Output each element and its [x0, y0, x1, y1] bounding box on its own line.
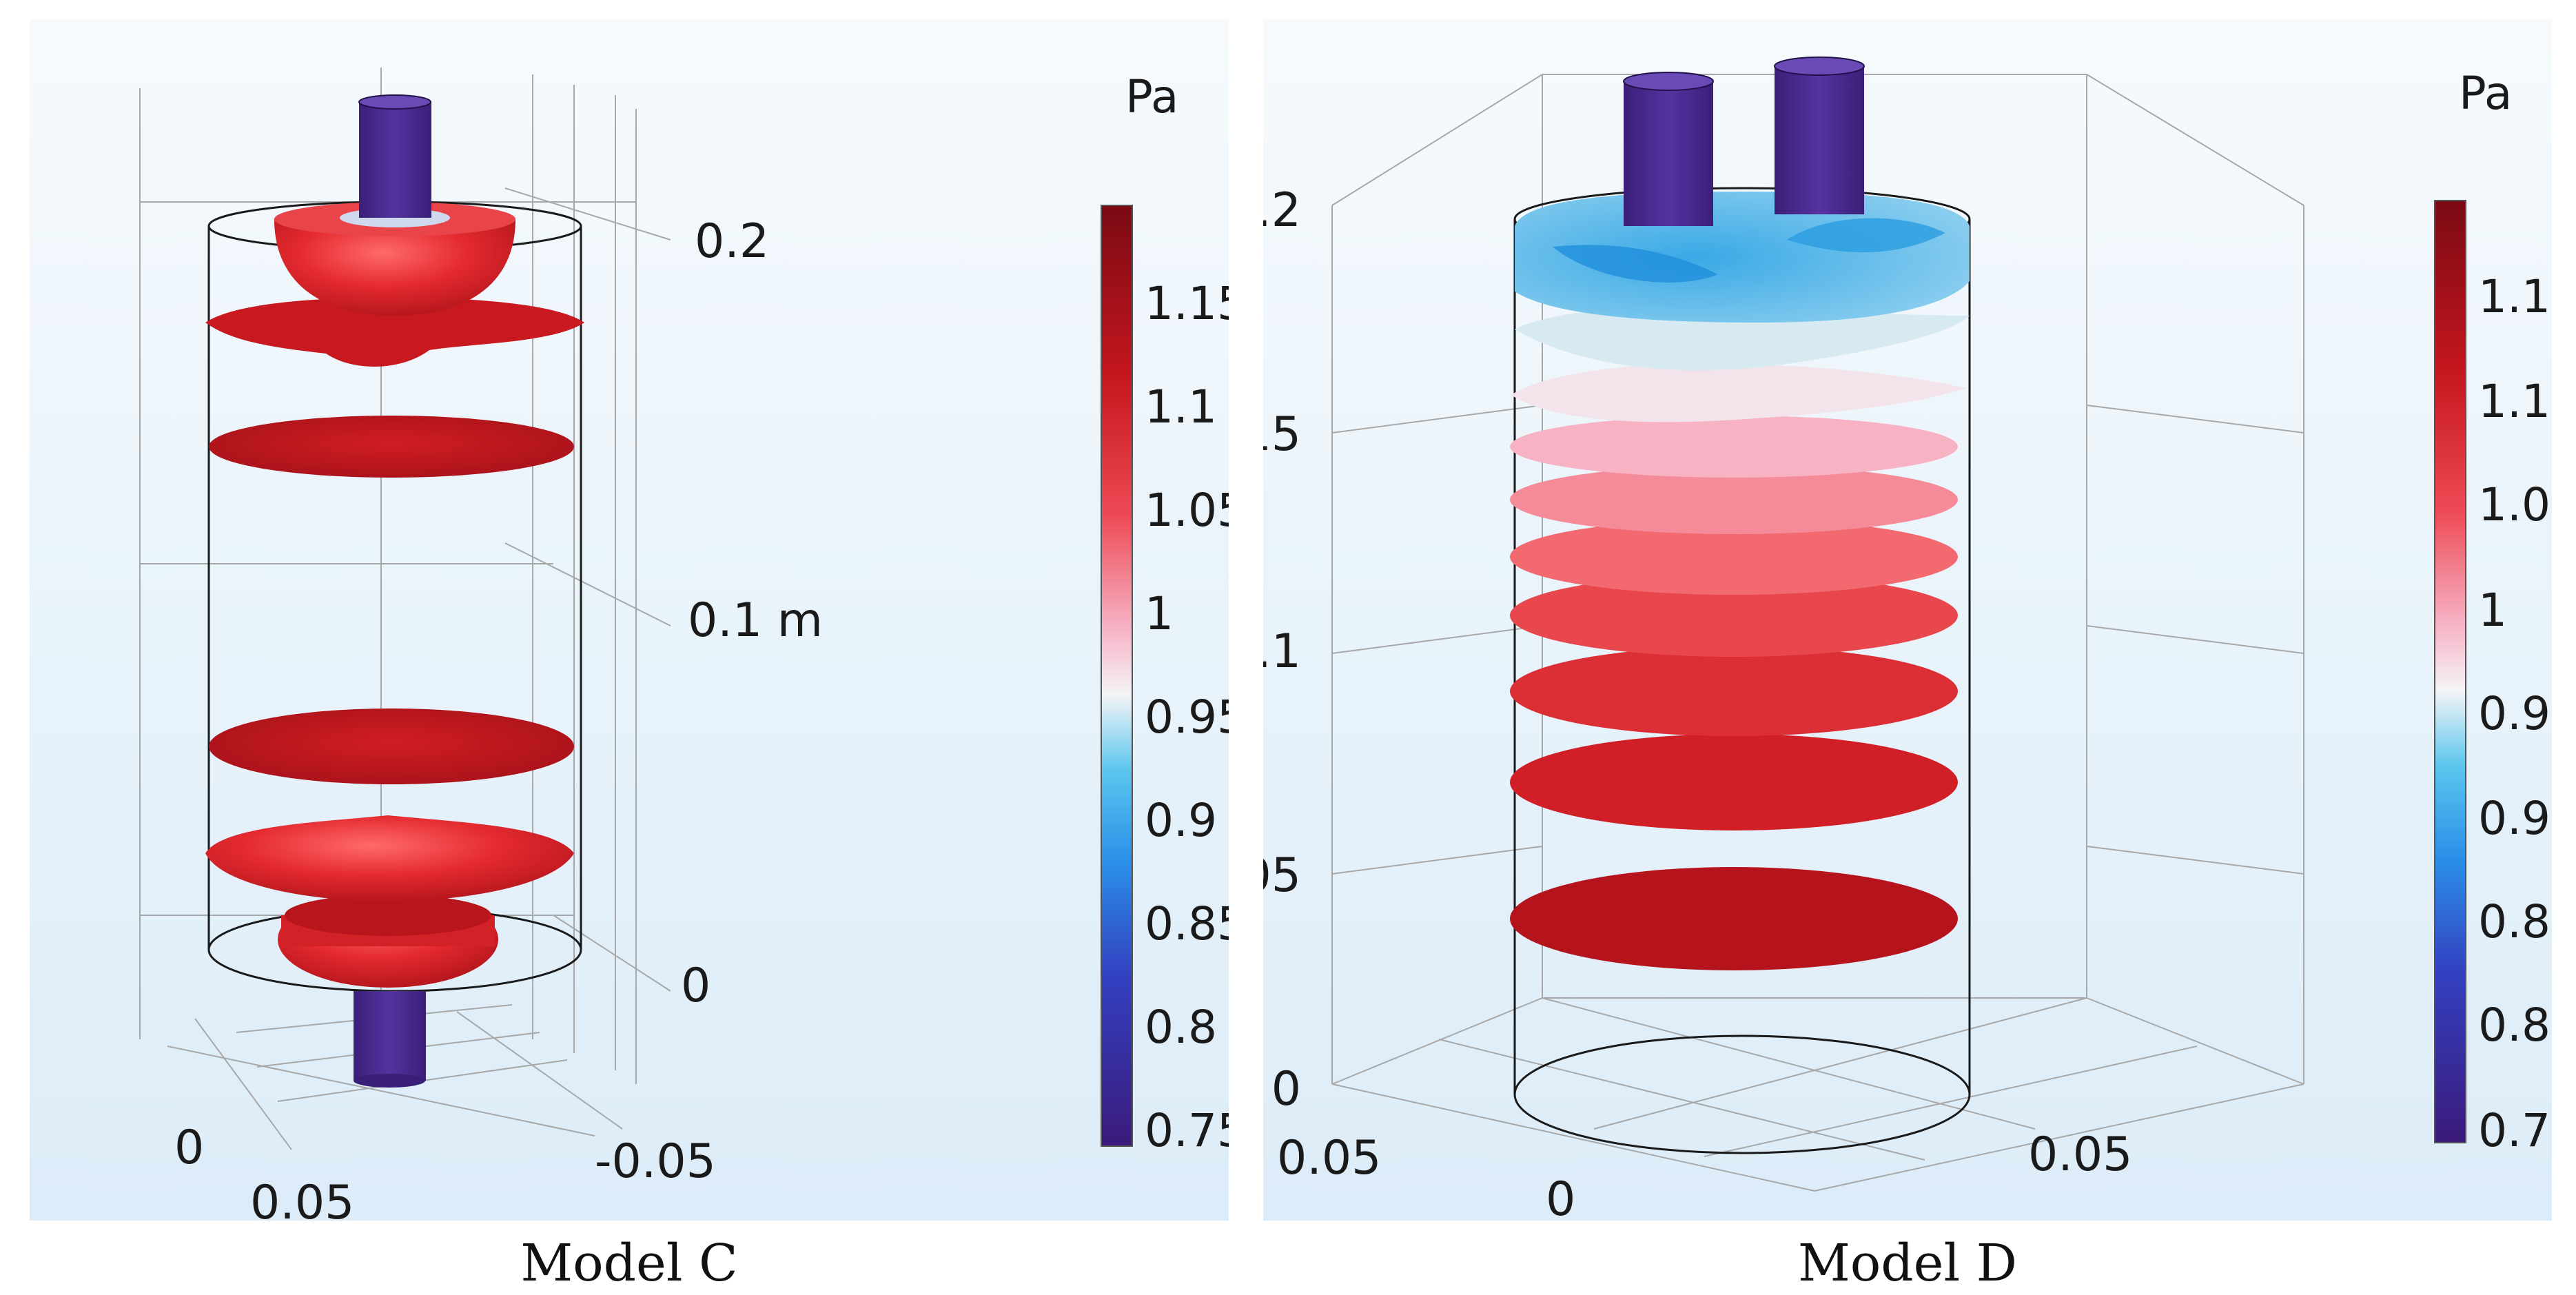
colorbar-unit: Pa: [1125, 70, 1178, 123]
y-tick-label: -0.05: [595, 1134, 716, 1189]
isosurface-disk: [1510, 465, 1958, 534]
z-tick-label: 0.15: [1263, 407, 1301, 462]
colorbar-tick-label: 1.15: [1145, 277, 1229, 330]
x-tick-label: 0: [174, 1121, 204, 1175]
colorbar-tick-label: 1: [1145, 587, 1174, 640]
isosurface-disk: [1510, 734, 1958, 830]
colorbar-tick-label: 1.1: [2478, 270, 2551, 323]
isosurface-disk-2: [209, 416, 574, 478]
colorbar-tick-label: 0.95: [1145, 691, 1229, 744]
panel-model-c: 0.2 0.1 m 0 0 0.05 -0.05 Pa 1.15 1.1 1.0…: [30, 19, 1229, 1221]
z-tick-label: 0.2: [1263, 183, 1301, 238]
z-tick-label: 0: [681, 959, 711, 1013]
isosurface-disk: [1510, 574, 1958, 657]
colorbar-tick-label: 1.05: [1145, 484, 1229, 537]
pressure-isosurfaces: [205, 202, 584, 988]
colorbar-tick-label: 0.7: [2478, 1104, 2551, 1157]
colorbar-tick-label: 0.75: [1145, 1104, 1229, 1157]
plot-model-d: 0.2 0.15 0.1 0.05 0 0.05 0 0.05 Pa 1.1 1…: [1263, 19, 2552, 1221]
isosurface-disk: [1510, 867, 1958, 970]
axis-grid: [1331, 74, 2304, 1192]
plot-model-c: 0.2 0.1 m 0 0 0.05 -0.05 Pa 1.15 1.1 1.0…: [30, 19, 1229, 1221]
colorbar-tick-label: 0.85: [1145, 897, 1229, 950]
colorbar-tick-label: 1: [2478, 584, 2507, 637]
z-tick-label: 0.1 m: [688, 593, 823, 648]
colorbar-ticks: 1.15 1.1 1.05 1 0.95 0.9 0.85 0.8 0.75: [1145, 277, 1229, 1157]
caption-model-d: Model D: [1797, 1234, 2017, 1293]
colorbar-unit: Pa: [2459, 67, 2512, 120]
colorbar-tick-label: 1.0: [2478, 478, 2551, 531]
isosurface-disk-3: [209, 708, 574, 784]
isosurface-light: [1511, 363, 1966, 422]
colorbar: [1101, 205, 1133, 1147]
inlet-outlet-pipes: [354, 94, 431, 1088]
pressure-isosurfaces: [1510, 192, 1970, 970]
colorbar-tick-label: 1.1: [2478, 375, 2551, 428]
z-tick-label: 0.1: [1263, 624, 1301, 679]
isosurface-disk: [1510, 416, 1958, 478]
caption-model-c: Model C: [520, 1234, 738, 1293]
pipe-left: [1624, 81, 1713, 226]
x-tick-label: 0.05: [250, 1176, 354, 1221]
cylinder-outline: [1513, 187, 1971, 1154]
colorbar-tick-label: 0.9: [2478, 792, 2551, 845]
colorbar-tick-label: 0.9: [1145, 794, 1217, 847]
isosurface-lower-wave: [205, 815, 574, 901]
colorbar-tick-label: 0.8: [2478, 895, 2551, 948]
isosurface-upper-wave: [205, 296, 584, 367]
colorbar-tick-label: 0.9: [2478, 687, 2551, 740]
colorbar-ticks: 1.1 1.1 1.0 1 0.9 0.9 0.8 0.8 0.7: [2478, 270, 2551, 1157]
panel-model-d: 0.2 0.15 0.1 0.05 0 0.05 0 0.05 Pa 1.1 1…: [1263, 19, 2552, 1221]
isosurface-disk: [1510, 646, 1958, 736]
x-tick-label: 0.05: [1277, 1131, 1381, 1185]
top-pipe: [359, 102, 431, 218]
inlet-pipes: [1623, 57, 1865, 226]
isosurface-disk: [1510, 519, 1958, 595]
colorbar-tick-label: 1.1: [1145, 380, 1217, 434]
pipe-right: [1775, 66, 1864, 214]
z-tick-label: 0.2: [695, 214, 769, 269]
y-tick-label: 0.05: [2028, 1128, 2132, 1182]
x-tick-label: 0: [1546, 1172, 1575, 1221]
z-tick-label: 0.05: [1263, 848, 1301, 903]
bottom-pipe: [354, 991, 426, 1081]
plot-background: [30, 19, 1229, 1221]
z-tick-label: 0: [1271, 1062, 1301, 1116]
colorbar-tick-label: 0.8: [1145, 1001, 1217, 1054]
colorbar-tick-label: 0.8: [2478, 999, 2551, 1052]
isosurface-pale-blue: [1515, 306, 1970, 371]
colorbar: [2434, 200, 2466, 1143]
isosurface-top-bowl: [274, 219, 515, 316]
